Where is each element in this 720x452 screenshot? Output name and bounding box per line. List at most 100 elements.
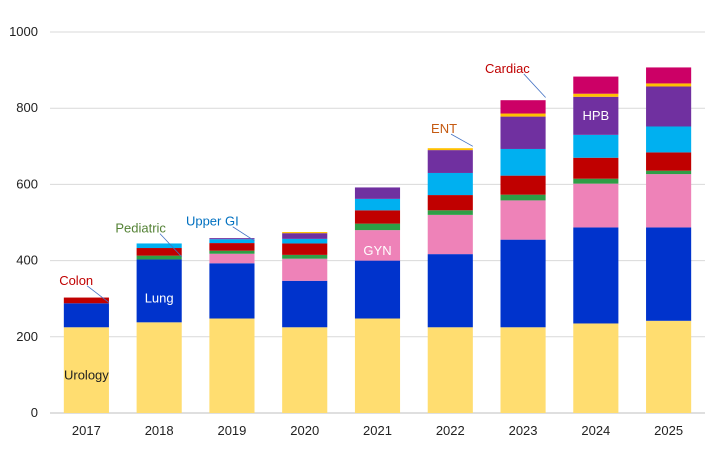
bar-segment-pediatric <box>646 170 692 175</box>
bar-segment-hpb <box>573 96 619 135</box>
x-tick-label: 2019 <box>217 423 246 438</box>
bar-stack-2017 <box>63 297 109 413</box>
bar-segment-upper-gi <box>136 243 182 249</box>
x-tick-label: 2025 <box>654 423 683 438</box>
x-tick-label: 2024 <box>581 423 610 438</box>
y-tick-label: 600 <box>16 176 38 191</box>
bar-segment-ent <box>282 232 328 234</box>
leader-line <box>232 226 255 242</box>
bar-segment-lung <box>136 259 182 323</box>
bar-segment-urology <box>427 327 473 413</box>
bar-segment-urology <box>500 327 546 413</box>
bar-segment-colon <box>646 152 692 171</box>
leader-line <box>523 73 546 98</box>
y-tick-label: 400 <box>16 253 38 268</box>
x-tick-label: 2023 <box>509 423 538 438</box>
bar-segment-lung <box>354 260 401 319</box>
bar-segment-cardiac <box>573 76 619 94</box>
bar-segment-colon <box>573 157 619 179</box>
bar-segment-hpb <box>209 238 255 240</box>
bar-segment-colon <box>354 210 401 224</box>
x-tick-label: 2017 <box>72 423 101 438</box>
bar-segment-lung <box>209 263 255 319</box>
bar-segment-colon <box>136 248 182 256</box>
x-axis: 2017 2018 2019 2020 2021 2022 2023 2024 2025 <box>72 423 683 438</box>
bar-segment-upper-gi <box>427 172 473 196</box>
bar-stack-2021 <box>354 187 401 413</box>
series-label-urology: Urology <box>64 368 109 383</box>
bar-segment-pediatric <box>282 254 328 259</box>
bar-stack-2019 <box>209 238 255 413</box>
y-tick-label: 1000 <box>9 24 38 39</box>
bar-segment-lung <box>500 239 546 328</box>
bar-segment-upper-gi <box>354 198 401 211</box>
bar-segment-pediatric <box>500 194 546 201</box>
bar-segment-urology <box>209 318 255 413</box>
bar-segment-ent <box>500 113 546 117</box>
bar-segment-upper-gi <box>282 238 328 244</box>
series-label-cardiac: Cardiac <box>485 61 530 76</box>
y-tick-label: 200 <box>16 329 38 344</box>
bar-segment-gyn <box>354 230 401 261</box>
bar-segment-gyn <box>427 214 473 255</box>
series-label-gyn: GYN <box>363 243 391 258</box>
bar-segment-urology <box>646 320 692 413</box>
annotations: Urology Lung GYN HPB Colon Pediatric Upper GI E… <box>59 61 609 383</box>
bar-segment-lung <box>573 227 619 324</box>
bar-segment-gyn <box>282 258 328 281</box>
y-tick-label: 0 <box>31 405 38 420</box>
bar-segment-urology <box>573 323 619 413</box>
bar-segment-pediatric <box>354 223 401 231</box>
bar-segment-pediatric <box>136 255 182 260</box>
bar-segment-colon <box>63 297 109 304</box>
bar-segment-ent <box>646 83 692 87</box>
y-axis: 0 200 400 600 800 1000 <box>9 24 38 420</box>
bar-stack-2025 <box>646 67 692 413</box>
bar-stack-2022 <box>427 148 473 413</box>
bar-segment-pediatric <box>209 250 255 254</box>
x-tick-label: 2021 <box>363 423 392 438</box>
bar-segment-urology <box>354 318 401 413</box>
series-label-pediatric: Pediatric <box>115 221 166 236</box>
x-tick-label: 2020 <box>290 423 319 438</box>
leader-line <box>159 233 183 258</box>
bar-segment-colon <box>427 195 473 211</box>
bar-segment-ent <box>427 148 473 151</box>
x-tick-label: 2018 <box>145 423 174 438</box>
bar-segment-cardiac <box>646 67 692 84</box>
bar-segment-gyn <box>500 200 546 240</box>
series-label-hpb: HPB <box>582 108 609 123</box>
bar-segment-urology <box>282 327 328 413</box>
bar-stack-2020 <box>282 232 328 413</box>
series-label-upper-gi: Upper GI <box>186 214 239 229</box>
bar-segment-colon <box>500 175 546 195</box>
series-label-lung: Lung <box>145 291 174 306</box>
bar-segment-ent <box>573 93 619 97</box>
bar-segment-upper-gi <box>500 148 546 176</box>
bars <box>63 67 692 413</box>
bar-segment-hpb <box>354 187 401 199</box>
bar-segment-hpb <box>500 116 546 149</box>
bar-segment-cardiac <box>500 100 546 114</box>
bar-segment-hpb <box>427 150 473 173</box>
bar-segment-colon <box>209 243 255 251</box>
x-tick-label: 2022 <box>436 423 465 438</box>
bar-segment-lung <box>427 254 473 328</box>
bar-segment-colon <box>282 243 328 255</box>
bar-stack-2018 <box>136 243 182 413</box>
bar-segment-urology <box>63 327 109 413</box>
bar-segment-pediatric <box>573 178 619 184</box>
bar-stack-2024 <box>573 76 619 413</box>
bar-segment-pediatric <box>427 210 473 215</box>
bar-segment-lung <box>63 303 109 328</box>
bar-segment-hpb <box>646 86 692 127</box>
bar-segment-gyn <box>646 174 692 228</box>
bar-segment-lung <box>646 227 692 321</box>
leader-line <box>86 285 110 303</box>
bar-segment-gyn <box>209 253 255 264</box>
y-tick-label: 800 <box>16 100 38 115</box>
bar-segment-gyn <box>573 183 619 228</box>
bar-stack-2023 <box>500 100 546 413</box>
bar-segment-lung <box>282 280 328 328</box>
